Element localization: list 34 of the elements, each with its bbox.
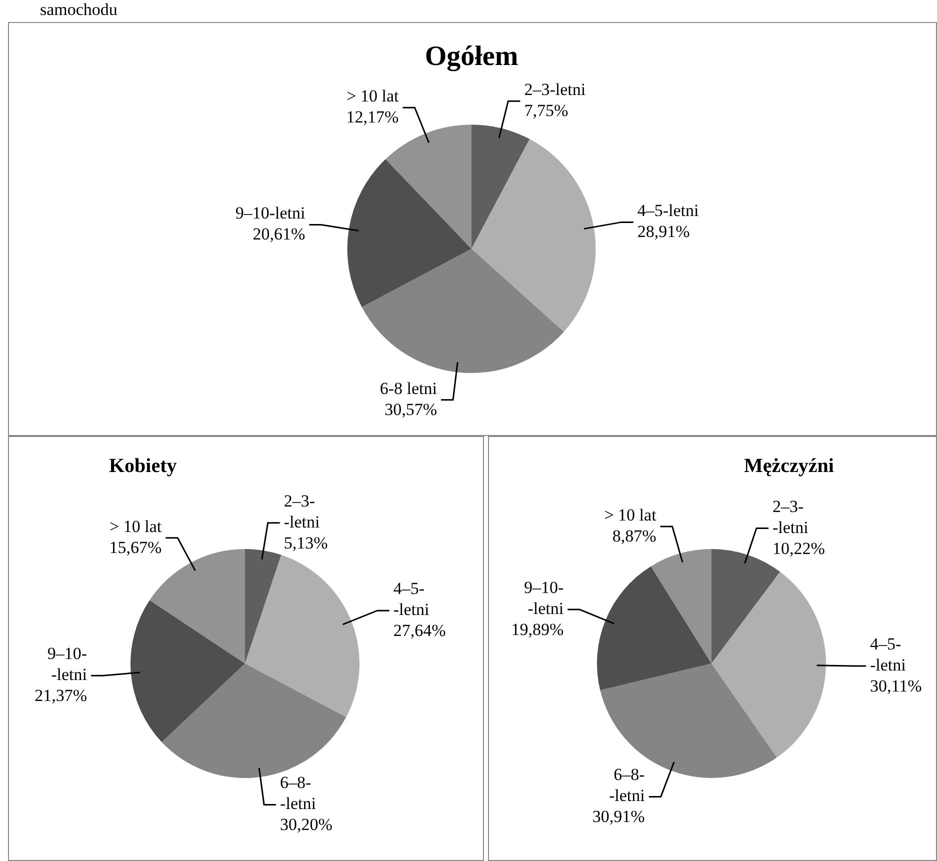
chart-title: Ogółem: [424, 41, 518, 72]
data-label: 5,13%: [284, 533, 328, 552]
slice-label: > 10 lat: [110, 516, 162, 536]
slice-label: 9–10-letni: [235, 204, 306, 223]
slice-label: 9–10- -letni: [47, 644, 88, 684]
data-label: 12,17%: [346, 108, 399, 127]
chart-title: Mężczyźni: [744, 455, 834, 478]
data-label: 15,67%: [109, 538, 162, 557]
data-label: 28,91%: [637, 222, 690, 242]
slice-label: 2–3- -letni: [284, 491, 320, 532]
slice-label: > 10 lat: [346, 86, 399, 106]
data-label: 20,61%: [252, 224, 306, 244]
data-label: 30,11%: [870, 676, 922, 696]
slice-label: 4–5- -letni: [870, 634, 906, 674]
data-label: 7,75%: [524, 101, 568, 120]
slice-label: 4–5- -letni: [393, 579, 430, 620]
text: samochodu: [40, 0, 118, 20]
slice-label: 4–5-letni: [637, 201, 700, 220]
data-label: 27,64%: [393, 621, 446, 640]
data-label: 10,22%: [772, 538, 825, 558]
data-label: 30,91%: [592, 807, 645, 826]
slice-label: 9–10- -letni: [524, 578, 564, 618]
data-label: 30,57%: [384, 400, 437, 419]
data-label: 21,37%: [34, 686, 88, 706]
slice-label: 6–8- -letni: [608, 765, 646, 806]
data-label: 19,89%: [511, 620, 564, 639]
data-label: 8,87%: [612, 526, 656, 546]
slice-label: 2–3-letni: [524, 80, 586, 100]
slice-label: 2–3- -letni: [772, 496, 809, 537]
slice-label: 6-8 letni: [380, 378, 438, 398]
slice-label: > 10 lat: [604, 505, 657, 524]
chart-title: Kobiety: [109, 455, 177, 478]
slice-label: 6–8- -letni: [280, 773, 316, 814]
data-label: 30,20%: [280, 815, 332, 834]
